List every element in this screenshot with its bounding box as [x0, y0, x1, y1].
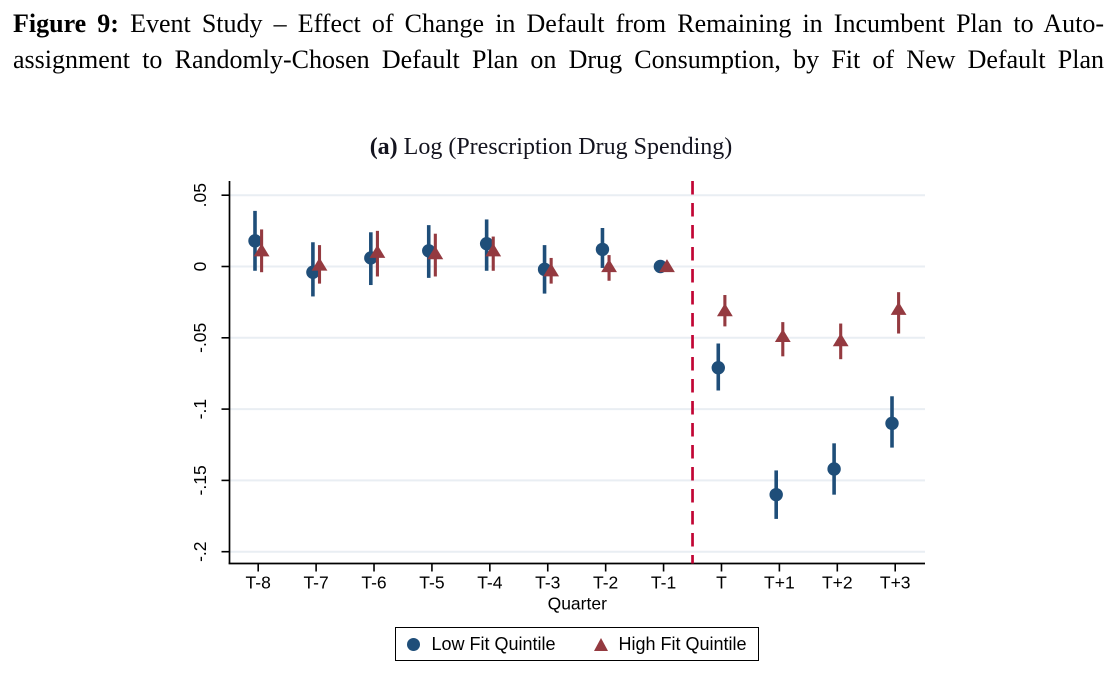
y-tick-label: -.2	[190, 541, 210, 561]
legend-circle-icon	[407, 637, 421, 651]
high-fit-marker	[890, 301, 907, 315]
x-tick-label: T-8	[246, 573, 271, 593]
panel-letter: (a)	[369, 134, 398, 160]
y-tick-label: -.15	[190, 465, 210, 495]
y-tick-label: 0	[190, 261, 210, 271]
high-fit-marker	[485, 243, 502, 257]
high-fit-marker	[832, 333, 849, 347]
high-fit-marker	[716, 303, 733, 317]
high-fit-marker	[774, 328, 791, 342]
x-tick-label: T+3	[880, 573, 911, 593]
x-tick-label: T-7	[303, 573, 328, 593]
figure-caption-line2: assignment to Randomly-Chosen Default Pl…	[13, 45, 1104, 74]
legend: Low Fit Quintile High Fit Quintile	[395, 627, 759, 661]
x-tick-label: T	[716, 573, 727, 593]
event-study-plot: .05 0 -.05 -.1 -.15 -.2 T-8 T-7 T-6 T-5 T-4 T-3 T-2 T…	[190, 181, 925, 614]
x-tick-label: T-3	[535, 573, 560, 593]
figure-caption: Figure 9: Event Study – Effect of Change…	[13, 6, 1104, 78]
x-tick-label: T+1	[764, 573, 795, 593]
low-fit-marker	[595, 242, 610, 257]
legend-triangle-icon	[593, 637, 608, 651]
panel-title-text: Log (Prescription Drug Spending)	[397, 134, 733, 160]
y-tick-label: -.05	[190, 323, 210, 353]
legend-label: Low Fit Quintile	[431, 633, 556, 654]
high-fit-marker	[369, 244, 386, 258]
x-tick-label: T-6	[361, 573, 386, 593]
x-tick-label: T+2	[822, 573, 853, 593]
x-tick-label: T-4	[477, 573, 503, 593]
low-fit-marker	[769, 487, 783, 502]
figure-caption-text1: Event Study – Effect of Change in Defaul…	[118, 9, 1104, 38]
low-fit-marker	[885, 416, 899, 431]
low-fit-marker	[711, 361, 725, 375]
figure-caption-number: Figure 9:	[13, 9, 119, 38]
legend-item-high-fit-quintile: High Fit Quintile	[593, 633, 747, 655]
high-fit-marker	[543, 263, 560, 277]
x-axis-title: Quarter	[548, 594, 607, 614]
x-tick-label: T-2	[593, 573, 618, 593]
legend-item-low-fit-quintile: Low Fit Quintile	[407, 633, 556, 655]
legend-label: High Fit Quintile	[618, 633, 747, 654]
low-fit-marker	[479, 236, 494, 251]
figure-caption-line1: Figure 9: Event Study – Effect of Change…	[13, 6, 1104, 42]
high-fit-marker	[427, 246, 444, 260]
x-tick-label: T-1	[651, 573, 676, 593]
panel-title: (a) Log (Prescription Drug Spending)	[203, 134, 899, 161]
y-tick-label: .05	[190, 183, 210, 207]
high-fit-marker	[253, 243, 270, 257]
low-fit-marker	[827, 462, 841, 476]
low-fit-marker	[248, 234, 262, 248]
high-fit-marker	[659, 259, 675, 273]
high-fit-marker	[601, 259, 617, 273]
high-fit-marker	[311, 257, 328, 271]
y-tick-label: -.1	[190, 399, 210, 419]
x-tick-label: T-5	[419, 573, 444, 593]
